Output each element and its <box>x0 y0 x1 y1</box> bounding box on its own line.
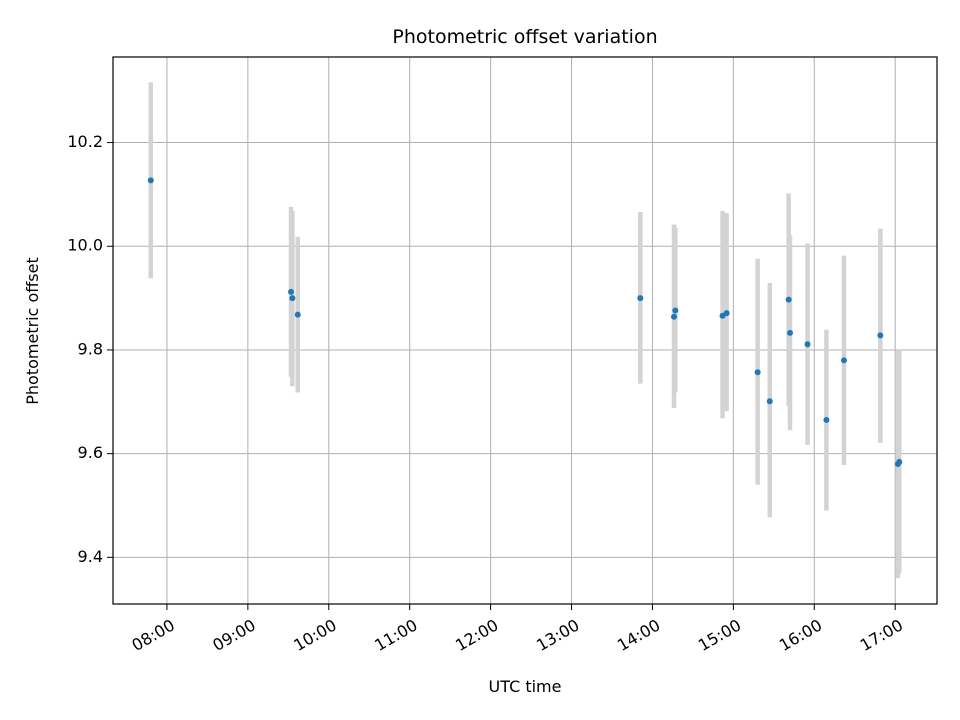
data-point <box>896 458 903 465</box>
data-point <box>671 313 678 320</box>
y-tick-label: 9.8 <box>78 339 103 358</box>
y-axis: 9.4 9.6 9.8 10.0 10.2 <box>67 132 113 566</box>
data-point <box>785 296 792 303</box>
y-axis-title: Photometric offset <box>23 257 42 405</box>
data-point <box>877 332 884 339</box>
chart-title: Photometric offset variation <box>392 26 657 48</box>
x-axis-title: UTC time <box>489 677 562 696</box>
data-point <box>294 311 301 318</box>
data-point <box>723 310 730 317</box>
data-point <box>289 295 296 302</box>
data-point <box>787 329 794 336</box>
y-tick-label: 9.4 <box>78 547 103 566</box>
grid <box>113 57 937 604</box>
data-point <box>672 307 679 314</box>
plot-frame <box>112 56 938 605</box>
y-tick-label: 10.0 <box>67 236 103 255</box>
data-point <box>637 295 644 302</box>
data-point <box>754 369 761 376</box>
data-point <box>288 288 295 295</box>
data-point <box>823 416 830 423</box>
data-point <box>766 398 773 405</box>
data-point <box>147 177 154 184</box>
data-point <box>804 341 811 348</box>
data-point <box>840 357 847 364</box>
data-points <box>147 177 903 468</box>
y-tick-label: 10.2 <box>67 132 103 151</box>
y-tick-label: 9.6 <box>78 443 103 462</box>
